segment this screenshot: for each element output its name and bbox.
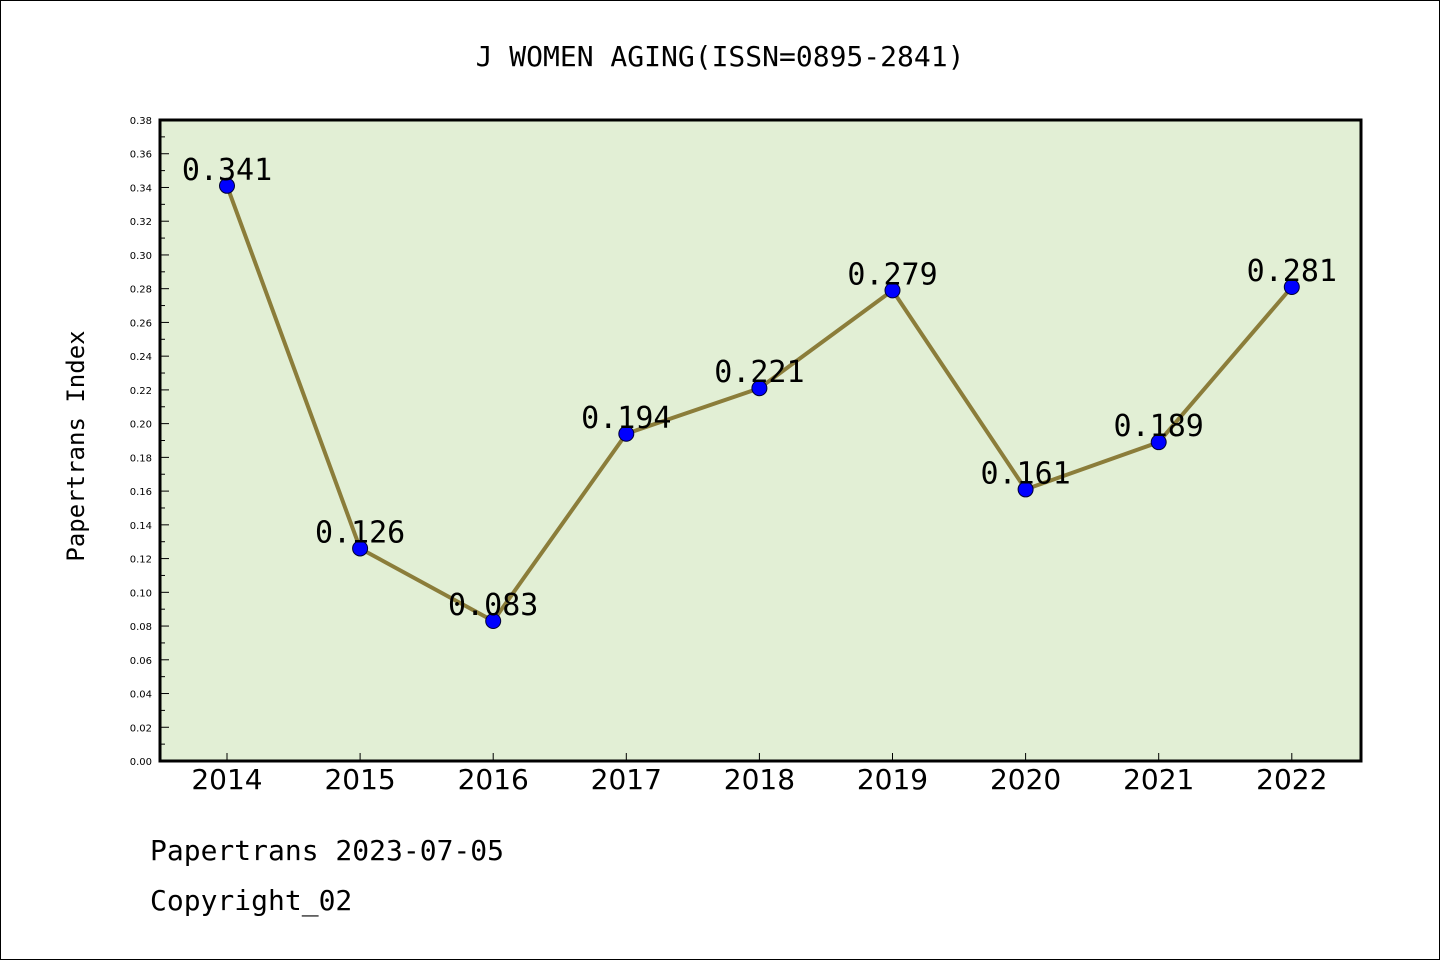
y-axis: 0.00 0.02 0.04 0.06 0.08 0.10 0.12 0.14 0.16 0.18…	[130, 116, 169, 768]
y-tick-label: 0.30	[130, 251, 152, 262]
y-tick-label: 0.14	[130, 521, 152, 532]
x-tick-label: 2019	[857, 763, 928, 796]
footer-date: Papertrans 2023-07-05	[150, 834, 505, 867]
data-point	[884, 282, 901, 299]
data-point	[219, 177, 235, 194]
x-tick-label: 2020	[990, 763, 1061, 796]
chart-title: J WOMEN AGING(ISSN=0895-2841)	[476, 40, 965, 73]
data-point	[1283, 278, 1300, 295]
y-tick-label: 0.06	[130, 656, 152, 667]
y-tick-label: 0.20	[130, 420, 152, 431]
plot-frame	[158, 118, 1363, 763]
data-label: 0.221	[714, 355, 804, 390]
y-tick-label: 0.12	[130, 555, 152, 566]
y-tick-label: 0.02	[130, 723, 152, 734]
y-tick-label: 0.34	[130, 183, 152, 194]
y-tick-label: 0.26	[130, 318, 152, 329]
y-tick-label: 0.18	[130, 453, 152, 464]
y-tick-label: 0.36	[130, 150, 152, 161]
x-tick-label: 2022	[1256, 763, 1327, 796]
data-point	[1150, 434, 1167, 451]
data-point	[352, 540, 369, 557]
y-tick-label: 0.00	[130, 757, 152, 768]
x-tick-label: 2016	[458, 763, 529, 796]
y-tick-label: 0.10	[130, 588, 152, 599]
data-label: 0.281	[1247, 254, 1337, 289]
data-label: 0.194	[581, 401, 671, 436]
y-tick-label: 0.24	[130, 352, 152, 363]
data-label: 0.279	[847, 257, 937, 292]
data-label: 0.341	[182, 153, 272, 188]
y-tick-label: 0.08	[130, 622, 152, 633]
y-tick-label: 0.28	[130, 285, 152, 296]
footer-copyright: Copyright_02	[150, 884, 353, 917]
series-layer: 0.341 0.126 0.083 0.194 0.221 0.279 0.161 0.189…	[182, 153, 1337, 629]
data-point	[618, 425, 635, 442]
x-tick-label: 2021	[1123, 763, 1194, 796]
y-tick-label: 0.16	[130, 487, 152, 498]
y-tick-label: 0.04	[130, 690, 152, 701]
y-tick-label: 0.32	[130, 217, 152, 228]
data-label: 0.161	[980, 456, 1070, 491]
data-label: 0.083	[448, 588, 538, 623]
y-axis-label: Papertrans Index	[62, 330, 90, 561]
data-label: 0.126	[315, 515, 405, 550]
data-point	[751, 380, 768, 397]
y-tick-label: 0.22	[130, 386, 152, 397]
y-tick-label: 0.38	[130, 116, 152, 127]
x-tick-label: 2018	[724, 763, 795, 796]
x-tick-label: 2015	[324, 763, 395, 796]
data-point	[485, 612, 502, 629]
x-axis: 2014 2015 2016 2017 2018 2019 2020 2021 2022	[191, 753, 1327, 796]
x-tick-label: 2017	[591, 763, 662, 796]
x-tick-label: 2014	[191, 763, 262, 796]
data-point	[1017, 481, 1034, 498]
data-label: 0.189	[1114, 409, 1204, 444]
